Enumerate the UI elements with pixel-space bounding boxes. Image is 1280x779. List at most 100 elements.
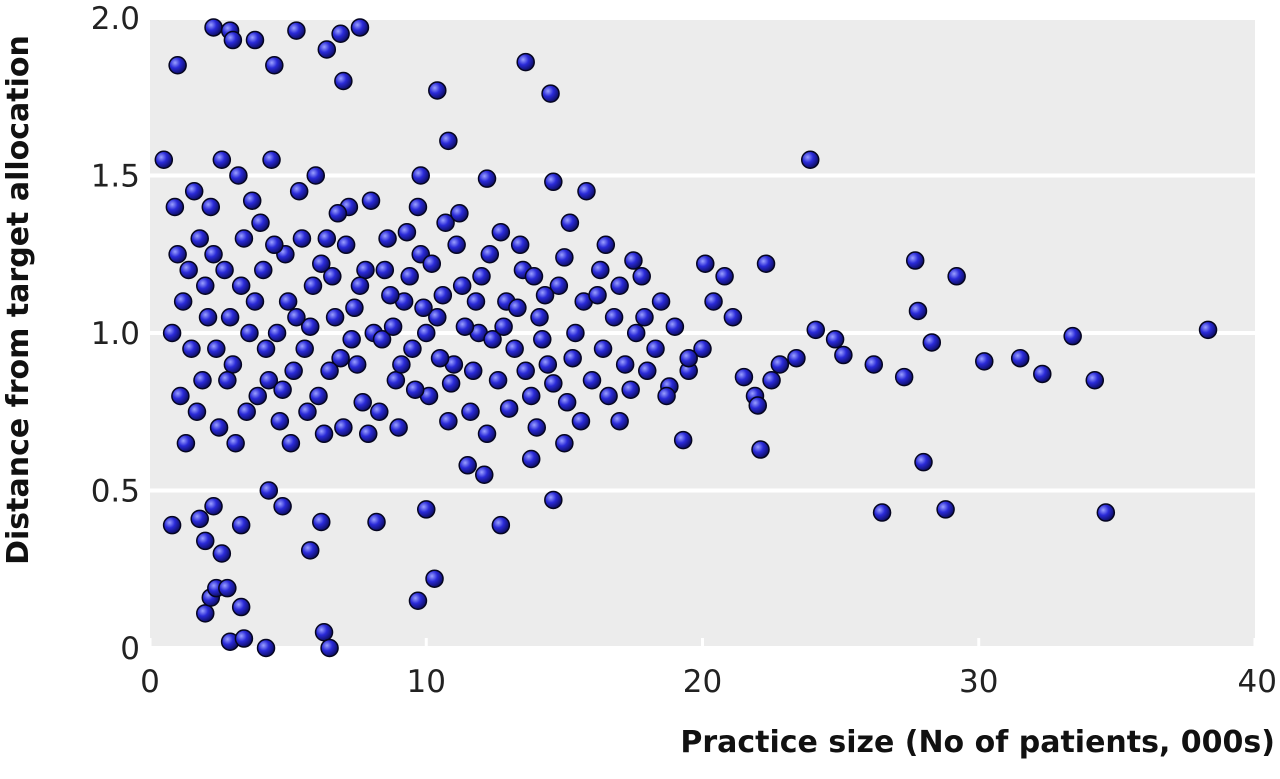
data-point [240, 323, 259, 343]
data-point [588, 285, 607, 305]
data-point [317, 229, 337, 248]
data-point [566, 323, 585, 343]
data-point [787, 348, 806, 368]
data-point [436, 213, 455, 232]
data-point [1010, 348, 1030, 368]
data-point [679, 348, 698, 368]
data-point [320, 638, 339, 658]
data-point [300, 317, 320, 336]
data-point [408, 591, 428, 610]
data-point [408, 197, 428, 217]
y-tick-label: 1.0 [91, 316, 140, 352]
data-point [524, 267, 544, 286]
data-point [328, 204, 348, 223]
data-point [508, 298, 527, 318]
data-point [196, 604, 215, 623]
data-point [905, 251, 925, 270]
data-point [615, 355, 635, 374]
data-point [1198, 320, 1218, 340]
data-point [201, 197, 221, 217]
data-point [245, 292, 265, 311]
data-point [472, 267, 491, 286]
data-point [582, 371, 602, 390]
data-point [483, 330, 502, 349]
data-point [577, 182, 596, 201]
data-point [278, 292, 298, 311]
data-point [347, 355, 367, 374]
data-point [704, 292, 723, 311]
data-point [320, 361, 339, 381]
data-point [287, 21, 306, 40]
data-point [312, 512, 331, 532]
data-point [254, 260, 273, 280]
x-axis-label: Practice size (No of patients, 000s) [680, 725, 1275, 760]
data-point [403, 339, 422, 358]
data-point [367, 512, 386, 532]
data-point [521, 386, 541, 406]
data-point [207, 339, 226, 358]
data-point [665, 317, 685, 336]
data-point [466, 292, 486, 311]
data-point [491, 222, 511, 242]
data-point [198, 308, 218, 327]
data-point [383, 317, 403, 336]
data-point [488, 371, 508, 390]
data-point [334, 418, 353, 437]
data-point [673, 430, 693, 450]
data-point [441, 374, 461, 393]
data-point [593, 339, 613, 358]
data-point [538, 355, 558, 374]
data-point [182, 339, 201, 358]
data-point [218, 578, 237, 598]
data-point [461, 402, 480, 421]
data-point [638, 361, 657, 381]
data-point [292, 229, 312, 248]
data-point [1085, 371, 1105, 390]
data-point [370, 402, 389, 421]
data-point [273, 497, 292, 516]
data-point [204, 18, 223, 37]
data-point [494, 317, 513, 336]
data-point [262, 150, 281, 169]
y-axis-label: Distance from target allocation [1, 35, 36, 565]
data-point [179, 260, 198, 280]
data-point [184, 182, 204, 201]
data-point [173, 292, 193, 311]
data-point [273, 380, 292, 399]
data-point [350, 18, 370, 37]
data-point [345, 298, 364, 318]
data-point [295, 339, 314, 358]
data-point [358, 424, 378, 444]
data-point [242, 191, 262, 210]
data-point [361, 191, 381, 210]
data-point [560, 213, 580, 232]
data-point [447, 235, 466, 255]
x-tick-label: 40 [1238, 664, 1277, 700]
data-point [657, 386, 676, 406]
data-point [154, 150, 174, 169]
data-point [422, 254, 442, 273]
data-point [762, 371, 781, 390]
data-point [825, 330, 845, 349]
data-point [353, 393, 372, 412]
data-point [231, 515, 251, 535]
data-point [331, 348, 350, 368]
data-point [378, 229, 397, 248]
data-point [947, 267, 966, 286]
data-point [908, 301, 928, 321]
data-point [696, 254, 715, 273]
data-point [477, 169, 497, 188]
data-point [256, 638, 276, 658]
data-point [1063, 326, 1082, 346]
data-point [505, 339, 524, 358]
data-point [591, 260, 610, 280]
data-point [1033, 364, 1052, 384]
data-point [287, 308, 306, 327]
data-point [516, 361, 535, 381]
data-point [389, 418, 408, 437]
data-point [270, 411, 290, 431]
data-point [894, 367, 914, 387]
data-point [220, 308, 240, 327]
data-point [439, 411, 458, 431]
data-point [162, 515, 182, 535]
